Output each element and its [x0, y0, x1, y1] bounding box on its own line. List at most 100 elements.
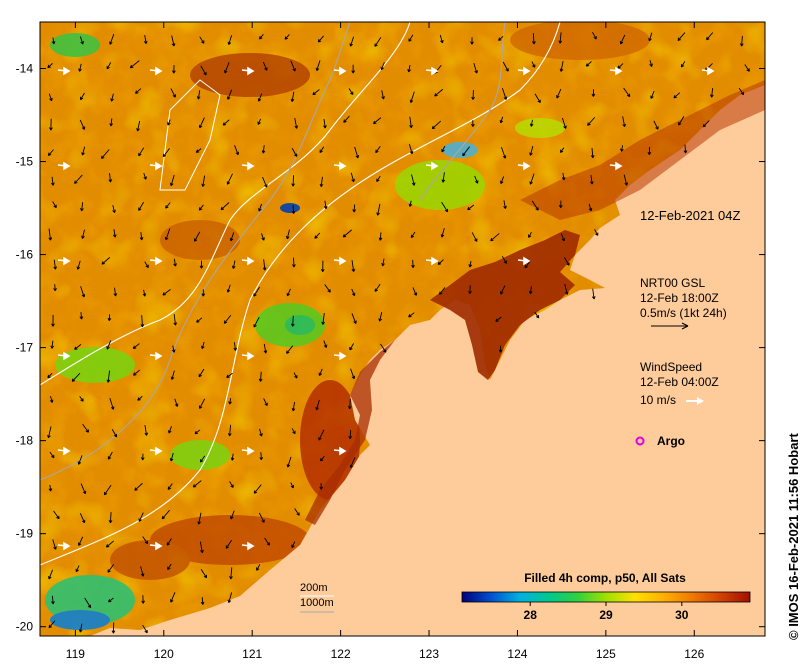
- wind-vector: [609, 66, 623, 76]
- current-vector: [503, 200, 507, 209]
- current-vector: [48, 569, 54, 580]
- lat-tick-label: -14: [16, 62, 34, 76]
- current-vector: [47, 372, 53, 379]
- current-vector: [80, 202, 84, 212]
- current-vector: [290, 482, 294, 489]
- current-vector: [293, 372, 298, 379]
- wind-vector: [57, 446, 71, 456]
- current-vector: [173, 258, 177, 267]
- current-vector: [650, 90, 655, 99]
- wind-vector: [57, 66, 71, 76]
- current-vector: [564, 283, 569, 295]
- current-vector: [51, 176, 55, 186]
- argo-label: Argo: [657, 434, 685, 448]
- current-vector: [590, 147, 595, 159]
- current-vector: [142, 289, 147, 297]
- current-vector: [259, 33, 264, 40]
- current-vector: [315, 399, 320, 411]
- current-vector: [201, 341, 205, 350]
- current-vector: [162, 289, 171, 296]
- current-vector: [348, 88, 354, 96]
- current-vector: [291, 541, 296, 548]
- current-vector: [380, 62, 385, 71]
- current-vector: [441, 145, 446, 153]
- current-vector: [227, 35, 233, 46]
- current-vector: [261, 233, 265, 241]
- isobath-200m-b: [40, 22, 411, 386]
- current-vector: [558, 32, 563, 44]
- current-vector: [473, 63, 478, 74]
- current-vector: [471, 90, 475, 100]
- current-vector: [258, 512, 265, 523]
- current-vector: [350, 172, 355, 183]
- lon-tick-label: 119: [66, 647, 85, 661]
- current-vector: [132, 343, 140, 349]
- lat-tick-label: -19: [16, 527, 34, 541]
- current-vector: [140, 566, 145, 577]
- current-vector: [468, 261, 473, 268]
- current-vector: [256, 564, 261, 571]
- current-vector: [286, 288, 291, 297]
- current-vector: [348, 429, 353, 440]
- current-vector: [467, 204, 475, 211]
- lon-tick-label: 120: [154, 647, 174, 661]
- current-vector: [228, 398, 232, 405]
- colorbar-tick-label: 30: [675, 608, 689, 622]
- current-vector: [349, 457, 356, 469]
- wind-vector: [57, 541, 71, 551]
- current-vector: [374, 37, 382, 47]
- current-vector: [286, 456, 292, 468]
- current-vector: [49, 118, 53, 131]
- current-vector: [376, 203, 381, 216]
- current-vector: [48, 484, 53, 492]
- current-vector: [169, 175, 175, 187]
- current-vector: [738, 87, 745, 96]
- current-vector: [258, 371, 263, 382]
- wind-vector: [609, 161, 623, 171]
- wind-vector: [333, 256, 347, 266]
- current-vector: [138, 201, 145, 211]
- current-vector: [106, 370, 111, 383]
- current-vector: [78, 63, 82, 72]
- wind-vector: [241, 351, 255, 361]
- current-vector: [141, 595, 145, 604]
- wind-vector: [57, 351, 71, 361]
- current-vector: [226, 173, 233, 185]
- wind-vector: [241, 541, 255, 551]
- current-vector: [229, 567, 233, 580]
- current-vector: [106, 340, 112, 350]
- lon-tick-label: 122: [331, 647, 351, 661]
- current-vector: [80, 286, 86, 298]
- current-vector: [529, 119, 534, 127]
- current-vector: [170, 370, 175, 380]
- current-vector: [173, 314, 178, 326]
- current-vector: [524, 261, 531, 269]
- lat-tick-label: -16: [16, 248, 34, 262]
- current-vector: [351, 288, 356, 297]
- current-vector: [291, 205, 296, 214]
- current-vector: [136, 120, 141, 132]
- current-vector: [291, 401, 296, 412]
- wind-vector: [149, 541, 163, 551]
- current-vector: [109, 397, 115, 410]
- current-vector: [528, 231, 532, 238]
- current-vector: [294, 508, 300, 516]
- current-vector: [257, 93, 263, 102]
- current-vector: [192, 480, 202, 488]
- current-vector: [501, 88, 508, 100]
- current-vector: [106, 62, 112, 70]
- wind-vector: [149, 446, 163, 456]
- current-vector: [129, 60, 140, 69]
- current-vector: [534, 311, 540, 319]
- lon-tick-label: 126: [684, 647, 704, 661]
- current-vector: [531, 200, 539, 211]
- current-vector: [142, 624, 148, 634]
- current-vector: [499, 116, 504, 124]
- current-vector: [196, 90, 201, 100]
- current-vector: [138, 147, 145, 157]
- current-vector: [105, 540, 115, 548]
- current-vector: [108, 597, 114, 603]
- current-vector: [351, 313, 357, 324]
- current-vector: [170, 88, 176, 98]
- current-vector: [77, 455, 83, 465]
